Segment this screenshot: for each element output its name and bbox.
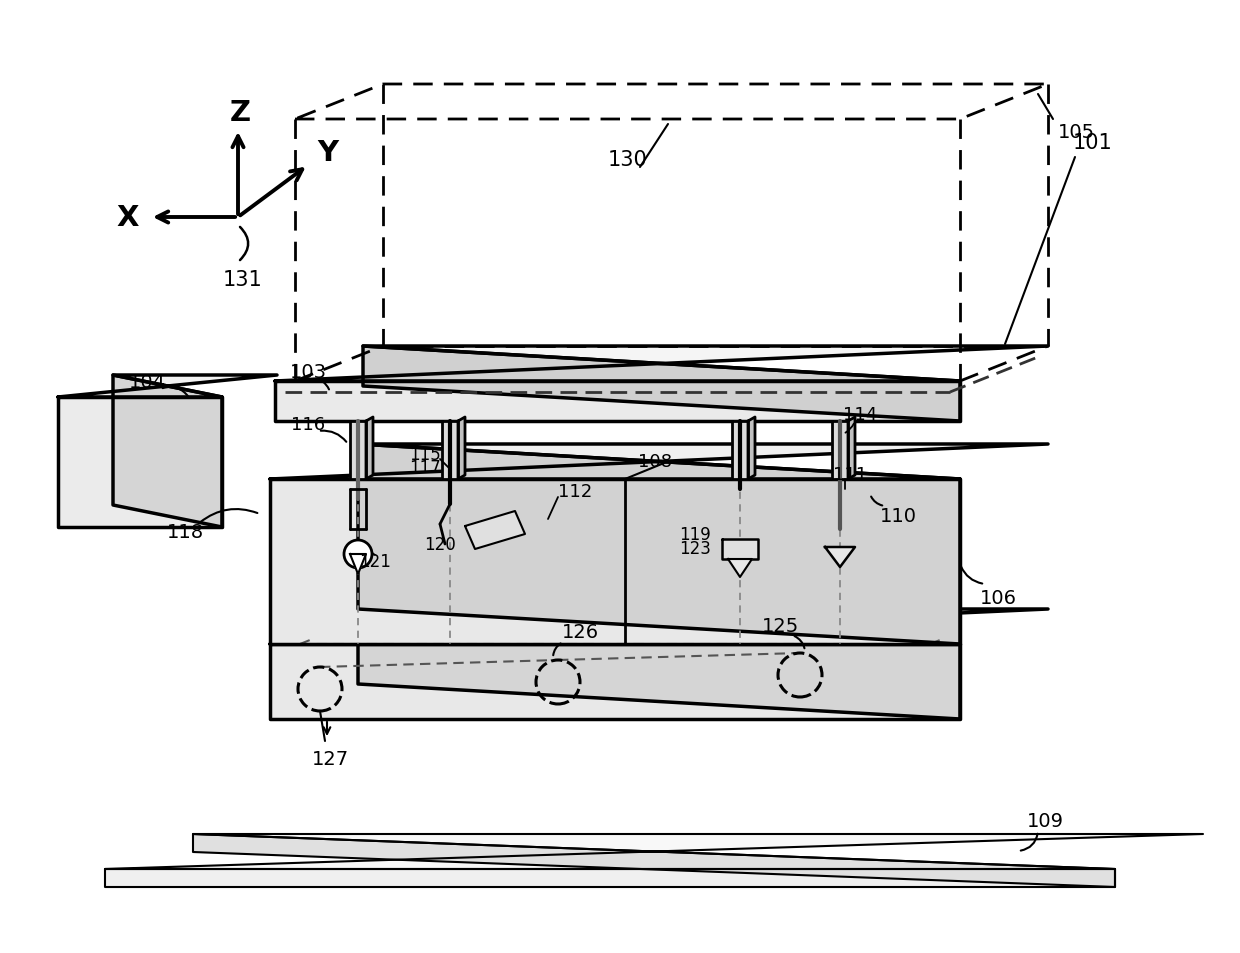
Text: 104: 104	[129, 372, 165, 391]
Text: 105: 105	[1058, 123, 1095, 142]
Circle shape	[343, 540, 372, 568]
Polygon shape	[270, 479, 960, 644]
Text: Z: Z	[229, 99, 250, 127]
Polygon shape	[105, 869, 1115, 887]
Polygon shape	[350, 421, 366, 479]
Polygon shape	[748, 417, 755, 479]
Text: 103: 103	[289, 362, 326, 381]
Polygon shape	[358, 609, 960, 720]
Text: 119: 119	[680, 525, 711, 543]
Polygon shape	[728, 559, 751, 578]
Text: 117: 117	[409, 458, 441, 476]
Polygon shape	[270, 444, 1048, 479]
Polygon shape	[358, 444, 960, 644]
Polygon shape	[350, 555, 366, 575]
Text: 123: 123	[680, 539, 711, 558]
Polygon shape	[732, 421, 748, 479]
Polygon shape	[722, 539, 758, 559]
Text: 115: 115	[409, 446, 441, 463]
Text: 114: 114	[843, 406, 877, 423]
Text: 116: 116	[291, 416, 325, 434]
Polygon shape	[848, 417, 856, 479]
Text: 108: 108	[639, 453, 672, 471]
Text: Y: Y	[317, 139, 339, 167]
Polygon shape	[458, 417, 465, 479]
Text: 109: 109	[1027, 812, 1064, 831]
Text: X: X	[117, 204, 139, 232]
Polygon shape	[105, 834, 1203, 869]
Polygon shape	[363, 347, 960, 421]
Polygon shape	[465, 512, 525, 550]
Text: 125: 125	[761, 616, 799, 635]
Text: 121: 121	[360, 553, 391, 571]
Polygon shape	[193, 834, 1115, 887]
Text: 101: 101	[1073, 132, 1112, 152]
Polygon shape	[832, 421, 848, 479]
Text: 131: 131	[223, 270, 263, 290]
Text: 126: 126	[562, 623, 599, 641]
Polygon shape	[825, 547, 856, 567]
Text: 127: 127	[311, 750, 348, 769]
Text: 111: 111	[833, 465, 867, 483]
Polygon shape	[275, 381, 960, 421]
Text: 106: 106	[980, 588, 1017, 607]
Polygon shape	[366, 417, 373, 479]
Polygon shape	[58, 375, 277, 397]
Polygon shape	[113, 375, 222, 527]
Text: 112: 112	[558, 482, 593, 500]
Text: 130: 130	[608, 150, 647, 170]
Polygon shape	[270, 644, 960, 720]
Text: 118: 118	[166, 523, 203, 542]
Text: 120: 120	[424, 536, 456, 554]
Text: 110: 110	[879, 506, 916, 525]
Polygon shape	[441, 421, 458, 479]
Polygon shape	[58, 397, 222, 527]
Polygon shape	[270, 609, 1048, 644]
Polygon shape	[275, 347, 1048, 381]
